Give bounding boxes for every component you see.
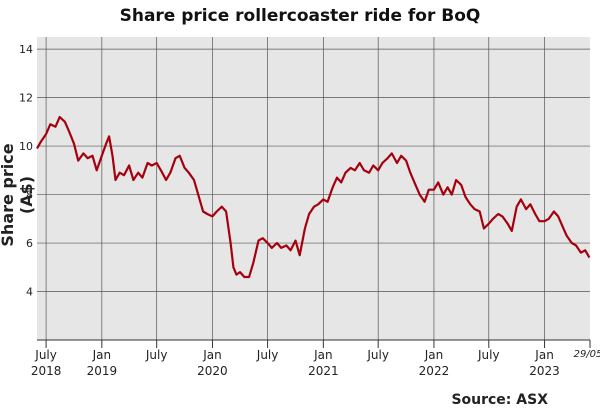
y-tick-label: 14 (19, 43, 33, 56)
x-tick-label: Jan (534, 348, 554, 362)
y-tick-label: 10 (19, 140, 33, 153)
x-tick-year: 2020 (197, 364, 228, 378)
x-end-label: 29/05 (574, 349, 600, 360)
y-tick-label: 6 (26, 237, 33, 250)
x-tick-label: July (477, 348, 500, 362)
x-tick-year: 2021 (308, 364, 339, 378)
x-tick-label: Jan (92, 348, 112, 362)
x-tick-label: July (256, 348, 279, 362)
y-axis-label: Share price (A$) (0, 143, 36, 247)
x-tick-label: Jan (424, 348, 444, 362)
x-tick-label: Jan (202, 348, 222, 362)
y-tick-label: 8 (26, 189, 33, 202)
y-tick-label: 12 (19, 92, 33, 105)
x-tick-label: July (34, 348, 57, 362)
x-tick-label: July (366, 348, 389, 362)
plot-background (37, 37, 590, 340)
x-tick-year: 2018 (31, 364, 62, 378)
x-tick-label: July (145, 348, 168, 362)
y-tick-label: 4 (26, 286, 33, 299)
x-tick-year: 2022 (419, 364, 450, 378)
x-tick-year: 2023 (529, 364, 560, 378)
x-tick-year: 2019 (87, 364, 118, 378)
source-note: Source: ASX (451, 392, 548, 408)
x-tick-label: Jan (313, 348, 333, 362)
series-line (36, 115, 591, 279)
chart-title: Share price rollercoaster ride for BoQ (119, 6, 481, 26)
